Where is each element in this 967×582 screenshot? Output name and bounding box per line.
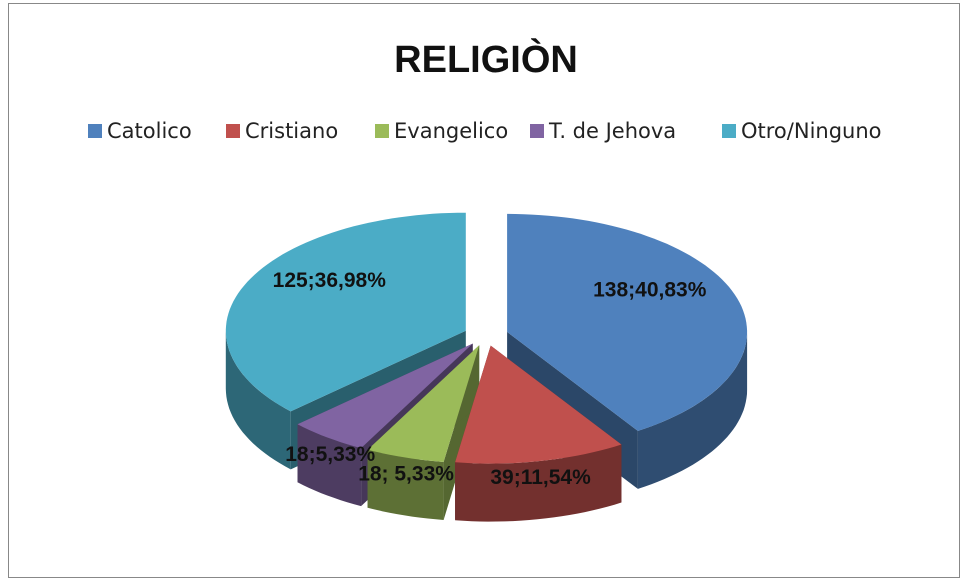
data-label: 125;36,98% [273,269,387,292]
legend-swatch [226,124,240,138]
legend-swatch [722,124,736,138]
pie-slice [367,345,480,520]
slice-top [367,345,480,462]
legend-swatch [530,124,544,138]
slice-wall [455,444,622,522]
slice-top [507,213,748,431]
slice-wall [367,449,444,520]
slice-top [455,345,622,464]
slice-top [297,343,473,449]
legend-label: Cristiano [245,119,338,143]
legend-swatch [88,124,102,138]
slice-wall [637,331,748,489]
slice-wall [225,330,291,470]
legend-label: T. de Jehova [548,119,676,143]
chart-title: RELIGIÒN [394,37,578,81]
data-label: 138;40,83% [593,279,707,302]
legend-label: Evangelico [394,119,508,143]
pie-slice [455,345,622,522]
data-label: 18; 5,33% [358,463,454,486]
data-label: 39;11,54% [490,466,591,489]
slice-wall [297,424,362,507]
data-label: 18;5,33% [285,443,375,466]
legend-swatch [375,124,389,138]
legend-label: Otro/Ninguno [741,119,882,143]
legend-label: Catolico [107,119,192,143]
slice-top [225,212,466,412]
